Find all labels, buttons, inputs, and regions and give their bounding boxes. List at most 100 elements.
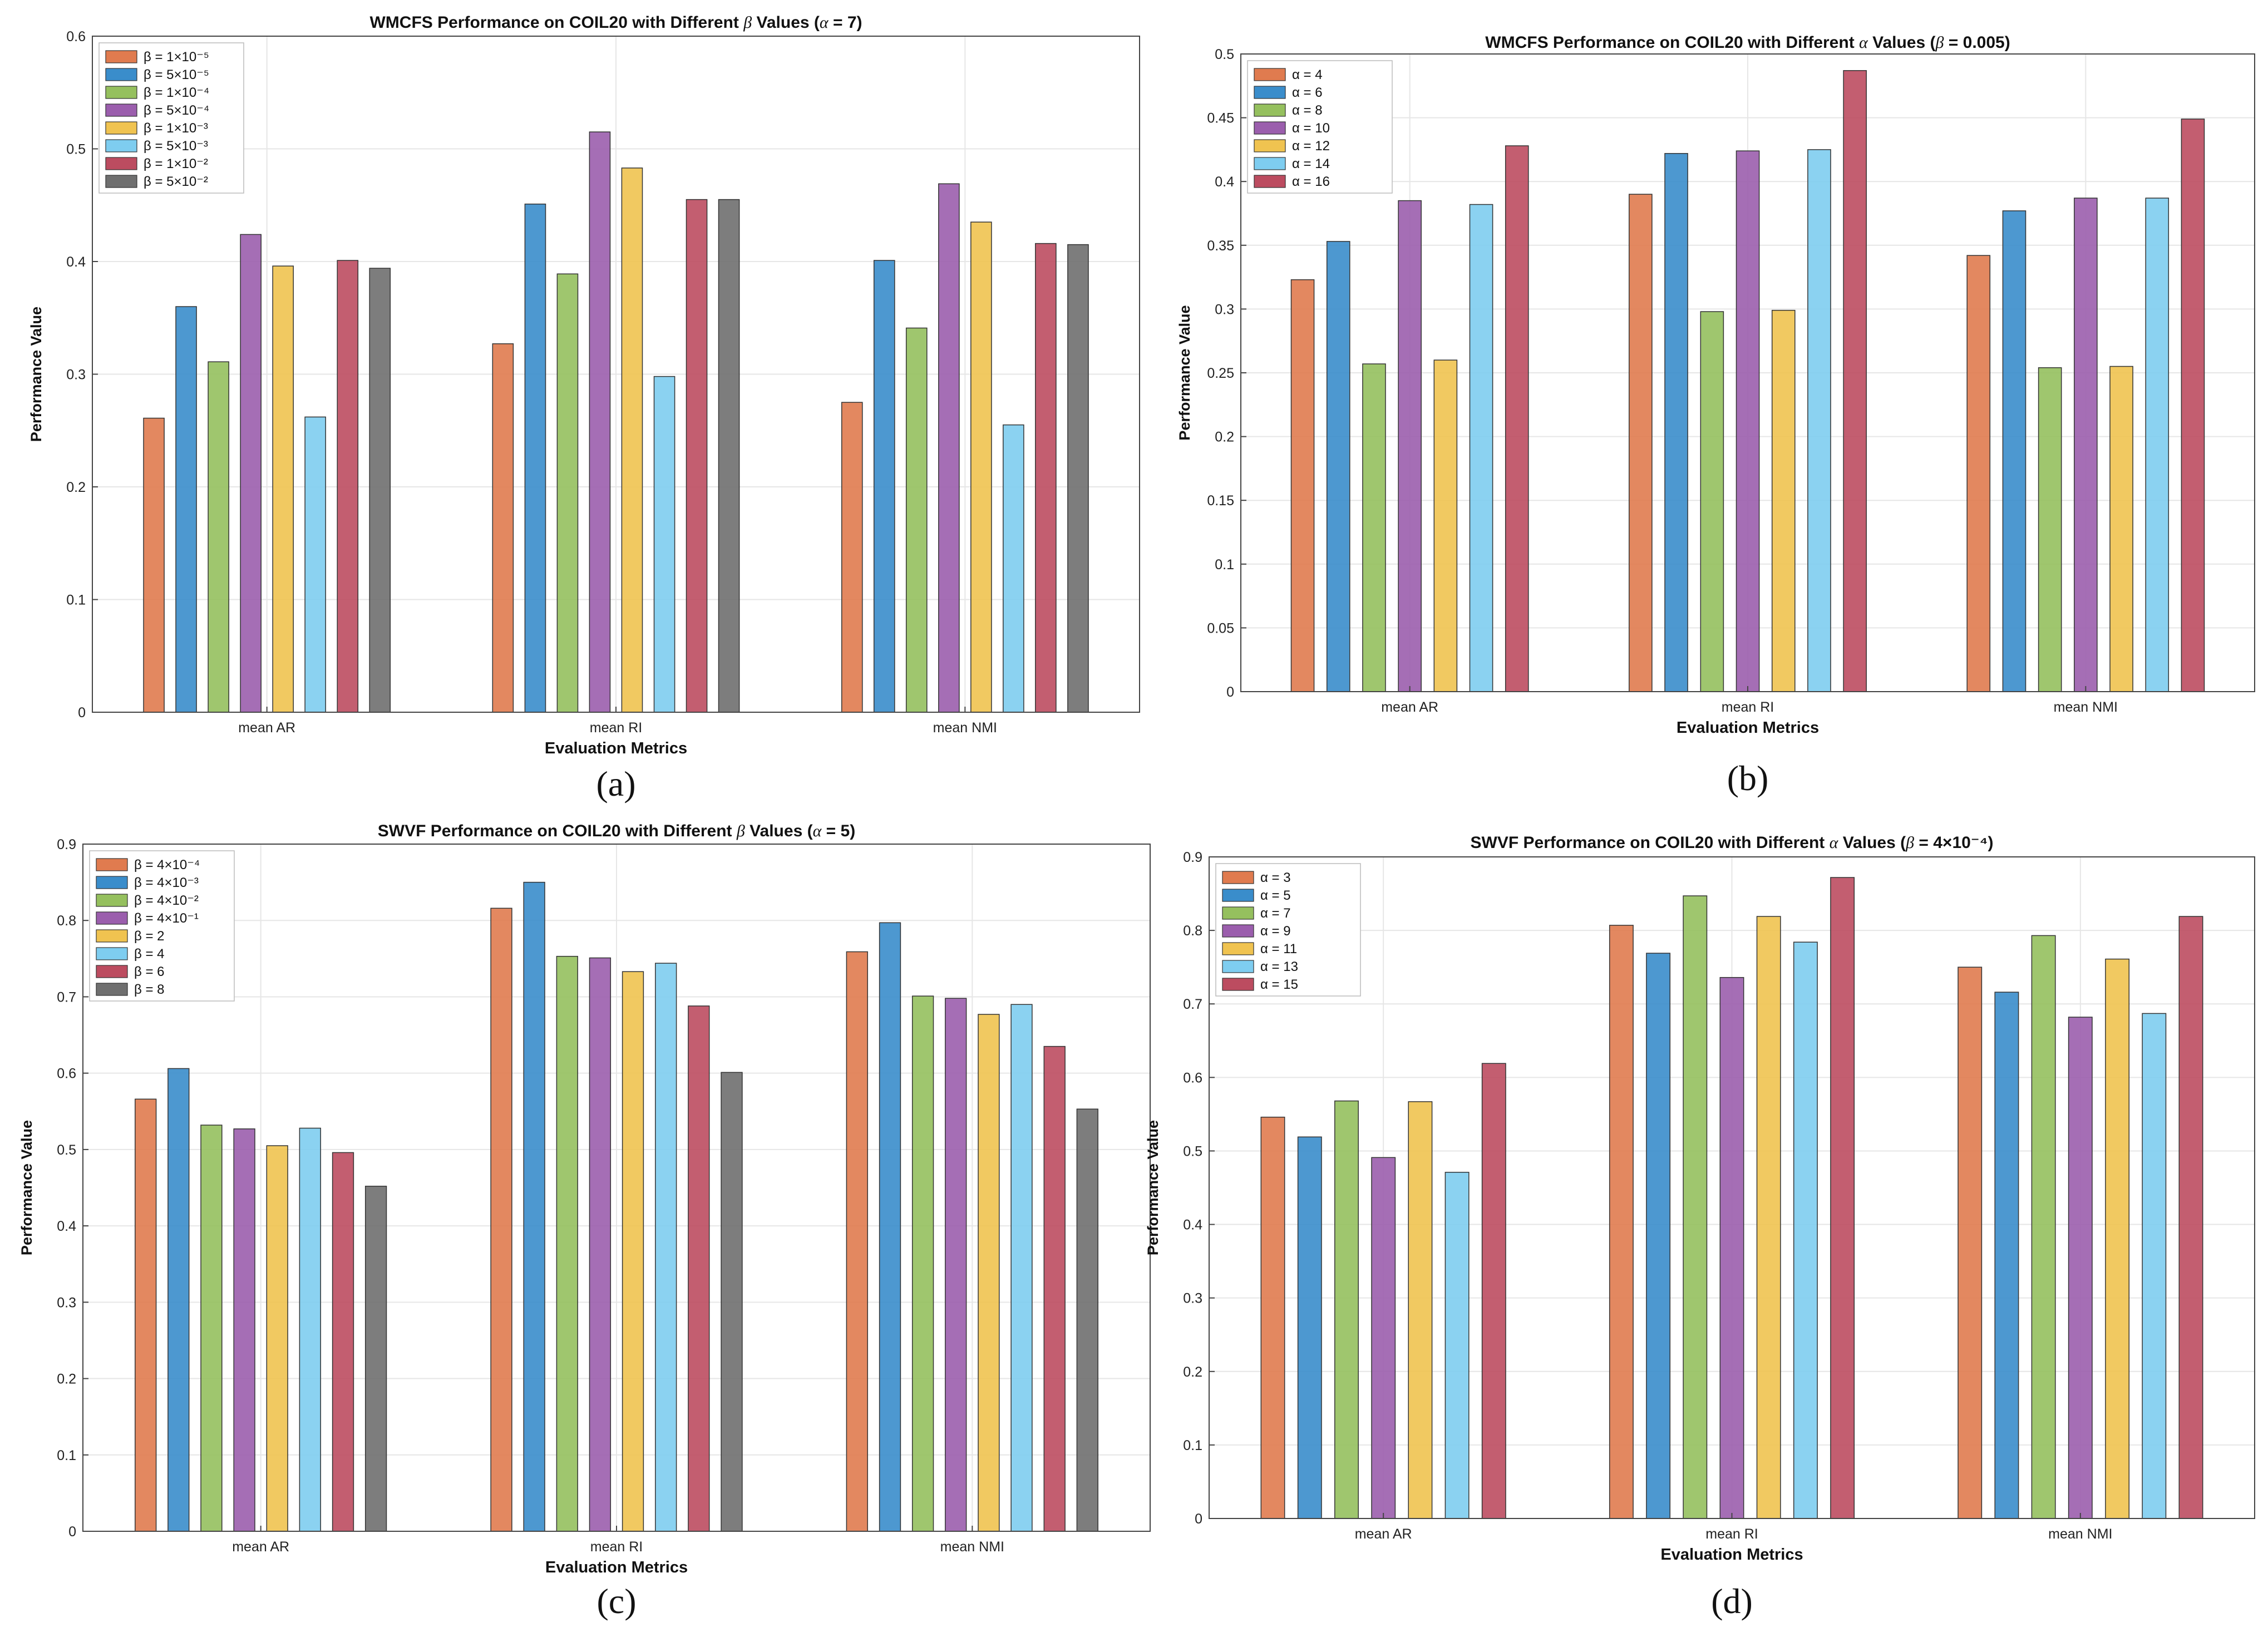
legend-entry: β = 4×10⁻⁴	[134, 857, 200, 872]
y-tick-label: 0.3	[1183, 1291, 1202, 1306]
x-tick-label: mean RI	[1705, 1526, 1758, 1542]
bar-mean-nmi-series-1	[1966, 255, 1991, 692]
bar-mean-ri-series-3	[556, 955, 578, 1532]
x-tick-label: mean NMI	[2048, 1526, 2112, 1542]
y-tick-label: 0.9	[1183, 850, 1202, 865]
legend-swatch	[1254, 175, 1286, 188]
legend-swatch	[105, 157, 137, 170]
bar-mean-nmi-series-6	[2142, 1013, 2167, 1519]
bar-mean-nmi-series-2	[1994, 992, 2019, 1519]
legend-swatch	[1254, 157, 1286, 170]
bar-mean-ar-series-3	[208, 361, 229, 713]
bar-mean-nmi-series-3	[2031, 935, 2056, 1519]
legend: α = 4 α = 6 α = 8 α = 10 α = 12 α = 14 α = 16	[1247, 60, 1393, 194]
bar-mean-ar-series-3	[1362, 363, 1386, 692]
y-tick-label: 0.2	[57, 1372, 76, 1387]
bar-mean-ri-series-8	[721, 1072, 743, 1532]
bar-mean-nmi-series-7	[2178, 916, 2203, 1519]
bar-mean-ri-series-2	[1664, 153, 1688, 692]
bar-mean-ri-series-8	[718, 199, 740, 713]
legend-swatch	[1222, 924, 1254, 938]
legend-entry: β = 4×10⁻¹	[134, 911, 199, 926]
legend-swatch	[105, 103, 137, 117]
x-tick-label: mean AR	[1381, 699, 1438, 715]
bar-mean-ri-series-6	[655, 963, 677, 1532]
x-tick-label: mean NMI	[933, 720, 997, 736]
bar-mean-ar-series-3	[200, 1125, 223, 1532]
x-tick-label: mean AR	[1355, 1526, 1412, 1542]
legend-swatch	[1254, 139, 1286, 152]
legend-swatch	[1222, 889, 1254, 902]
x-tick-label: mean AR	[238, 720, 295, 736]
legend-swatch	[105, 86, 137, 99]
bar-mean-ar-series-7	[337, 260, 359, 713]
y-tick-label: 0.2	[1215, 430, 1234, 445]
legend-swatch	[96, 911, 128, 925]
y-tick-label: 0	[68, 1524, 76, 1540]
x-tick-label: mean NMI	[2054, 699, 2118, 715]
legend-entry: α = 4	[1292, 67, 1323, 82]
bar-mean-nmi-series-5	[978, 1014, 1000, 1532]
panel-label: (b)	[1727, 758, 1769, 798]
bar-mean-ri-series-5	[621, 167, 643, 713]
chart-panel-a: 0 0.1 0.2 0.3 0.4 0.5 0.6 mean AR mean RI mean NM…	[28, 13, 1140, 803]
y-tick-label: 0.2	[1183, 1364, 1202, 1380]
y-tick-label: 0	[1226, 684, 1234, 700]
y-axis-label: Performance Value	[28, 307, 45, 442]
y-tick-label: 0.5	[1215, 47, 1234, 62]
legend-swatch	[105, 50, 137, 63]
legend-entry: β = 5×10⁻⁵	[144, 67, 209, 82]
chart-title: WMCFS Performance on COIL20 with Differe…	[1485, 33, 2010, 52]
bar-mean-ri-series-3	[1700, 311, 1724, 692]
bar-mean-nmi-series-4	[2068, 1017, 2093, 1519]
legend-swatch	[96, 983, 128, 996]
bar-mean-nmi-series-7	[2181, 119, 2205, 692]
bar-mean-nmi-series-1	[846, 951, 868, 1532]
bar-mean-ar-series-5	[1408, 1101, 1433, 1519]
legend-entry: β = 1×10⁻³	[144, 121, 208, 136]
bar-mean-ar-series-4	[1398, 200, 1422, 692]
bar-mean-ar-series-1	[143, 417, 165, 713]
bar-mean-ar-series-6	[304, 416, 326, 713]
y-tick-label: 0.7	[1183, 997, 1202, 1012]
y-tick-label: 0.15	[1207, 493, 1234, 509]
legend: α = 3 α = 5 α = 7 α = 9 α = 11 α = 13 α = 15	[1215, 863, 1361, 997]
bar-mean-ar-series-4	[240, 234, 262, 713]
bar-mean-ar-series-2	[1326, 241, 1350, 692]
bar-mean-ri-series-1	[1609, 925, 1634, 1519]
bar-mean-ri-series-2	[1646, 953, 1671, 1519]
y-tick-label: 0	[1195, 1511, 1202, 1527]
legend-swatch	[105, 175, 137, 188]
y-tick-label: 0.6	[1183, 1070, 1202, 1086]
y-tick-label: 0.9	[57, 837, 76, 852]
bar-mean-nmi-series-6	[1010, 1004, 1033, 1532]
bar-mean-ri-series-5	[1771, 309, 1796, 692]
legend-entry: β = 8	[134, 982, 165, 997]
legend: β = 1×10⁻⁵ β = 5×10⁻⁵ β = 1×10⁻⁴ β = 5×10⁻⁴…	[98, 42, 244, 194]
legend-entry: α = 11	[1260, 941, 1297, 956]
bar-mean-nmi-series-8	[1076, 1108, 1098, 1532]
y-tick-label: 0.3	[66, 367, 86, 383]
legend-swatch	[1222, 906, 1254, 920]
bar-mean-ri-series-4	[1735, 150, 1760, 692]
y-axis-label: Performance Value	[1145, 1120, 1161, 1255]
legend-swatch	[1254, 86, 1286, 99]
bar-mean-ri-series-1	[1629, 194, 1653, 692]
bar-mean-nmi-series-7	[1035, 243, 1057, 713]
y-tick-label: 0.45	[1207, 111, 1234, 126]
legend-swatch	[96, 858, 128, 871]
chart-title: SWVF Performance on COIL20 with Differen…	[378, 822, 855, 840]
legend-swatch	[96, 947, 128, 960]
chart-panel-b: 0 0.05 0.1 0.15 0.2 0.25 0.3 0.35 0.4 0.45 0.5 mean…	[1176, 33, 2255, 798]
y-tick-label: 0	[78, 705, 86, 721]
bar-mean-ar-series-6	[1444, 1172, 1470, 1519]
bar-mean-nmi-series-2	[879, 922, 901, 1532]
legend-entry: β = 4×10⁻³	[134, 875, 199, 890]
legend-entry: α = 5	[1260, 888, 1291, 903]
y-tick-label: 0.5	[57, 1142, 76, 1158]
bar-mean-ar-series-7	[1505, 145, 1529, 692]
bar-mean-nmi-series-6	[1003, 424, 1024, 713]
bar-mean-nmi-series-4	[938, 183, 960, 713]
y-tick-label: 0.5	[66, 142, 86, 157]
x-tick-label: mean RI	[590, 1539, 643, 1555]
